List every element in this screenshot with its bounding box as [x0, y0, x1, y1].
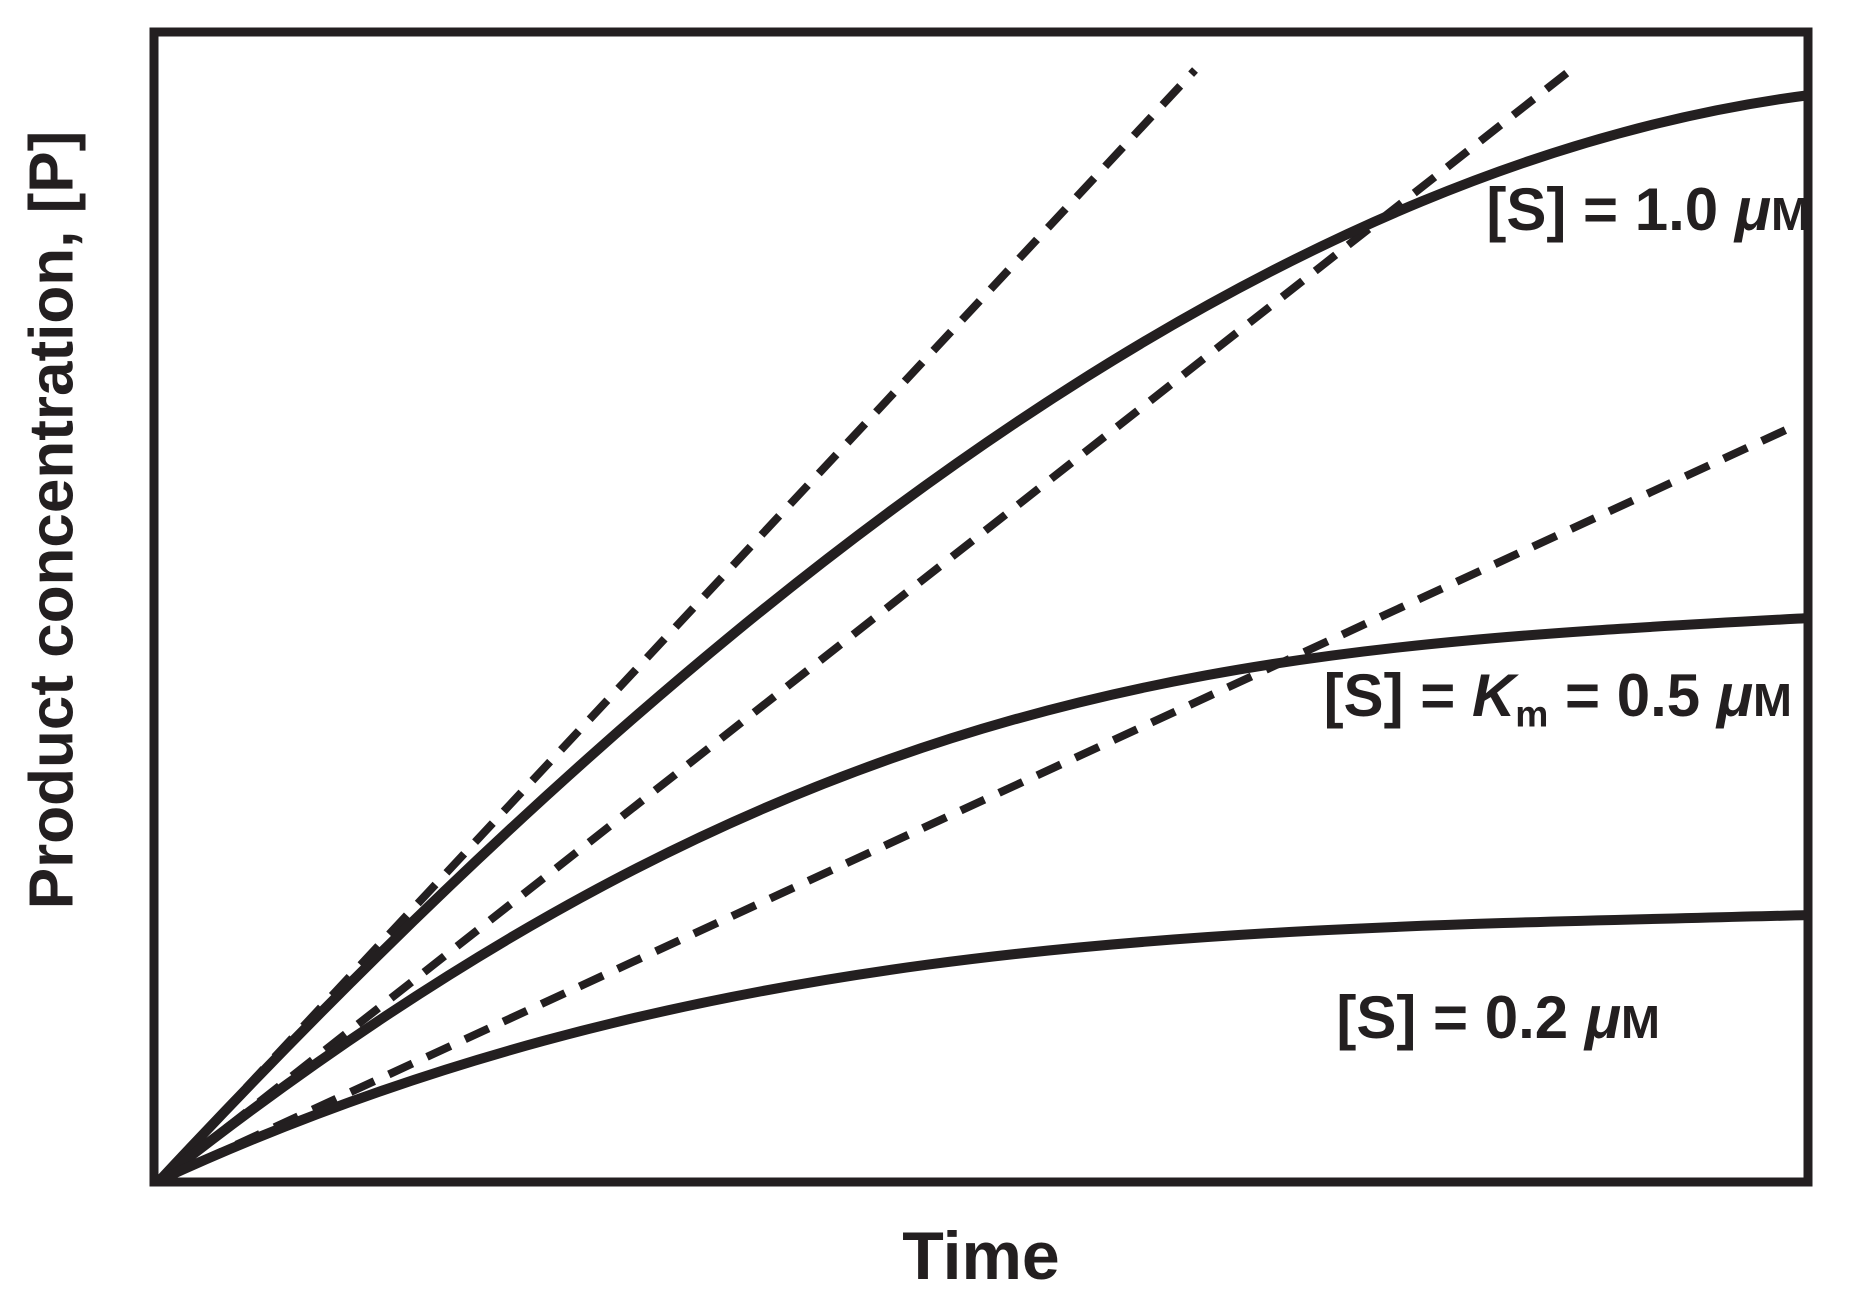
label-text-part: μ [1584, 984, 1622, 1051]
label-text-part: [S] = 1.0 [1486, 176, 1735, 243]
y-axis-label: Product concentration, [P] [17, 130, 87, 910]
label-text-part: [S] = [1323, 662, 1472, 729]
initial-rate-tangent-0.2uM [158, 424, 1792, 1184]
progress-curve-0.2uM [157, 910, 1811, 1185]
curve-label-s-1.0um: [S] = 1.0 μM [1486, 180, 1810, 240]
plot-frame [149, 27, 1813, 1187]
initial-rate-tangent-0.5uM [157, 61, 1580, 1184]
progress-curve-1.0uM [156, 90, 1811, 1184]
progress-curves-group [156, 90, 1811, 1185]
curve-label-s-0.2um: [S] = 0.2 μM [1336, 988, 1660, 1048]
label-text-part: M [1771, 188, 1810, 240]
label-text-part: μ [1734, 176, 1772, 243]
label-text-part: K [1471, 662, 1516, 729]
label-text-part: = 0.5 [1548, 662, 1717, 729]
label-text-part: μ [1716, 662, 1754, 729]
progress-curve-0.5uM [156, 613, 1811, 1184]
curve-label-s-km-0.5um: [S] = Km = 0.5 μM [1324, 666, 1792, 733]
label-text-part: [S] = 0.2 [1336, 984, 1585, 1051]
label-text-part: M [1753, 674, 1792, 726]
label-text-part: m [1515, 692, 1549, 735]
x-axis-label: Time [902, 1218, 1060, 1294]
label-text-part: M [1621, 996, 1660, 1048]
